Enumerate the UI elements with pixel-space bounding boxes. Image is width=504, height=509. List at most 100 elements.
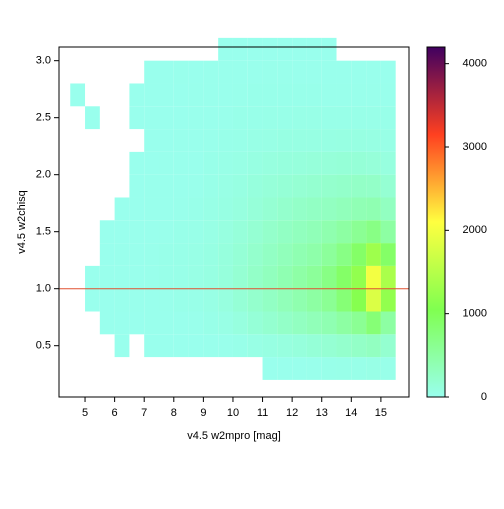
heat-cell bbox=[144, 288, 159, 312]
heat-cell bbox=[292, 151, 307, 175]
heat-cell bbox=[292, 334, 307, 358]
heat-cell bbox=[218, 357, 233, 380]
heat-cell bbox=[188, 106, 204, 130]
heat-cell bbox=[336, 106, 352, 130]
x-tick-label: 5 bbox=[82, 407, 88, 419]
heat-cell bbox=[188, 83, 204, 107]
heat-cell bbox=[351, 288, 367, 312]
heat-cell bbox=[144, 311, 159, 335]
heat-cell bbox=[321, 357, 337, 380]
heat-cell bbox=[189, 357, 204, 380]
heat-cell bbox=[129, 83, 145, 107]
heat-cell bbox=[85, 83, 100, 106]
heat-cell bbox=[232, 197, 248, 221]
heat-cell bbox=[337, 38, 352, 61]
heat-cell bbox=[188, 60, 204, 84]
heat-cell bbox=[129, 288, 145, 312]
heat-cell bbox=[351, 197, 367, 221]
heat-cell bbox=[218, 129, 233, 152]
heat-cell bbox=[100, 38, 115, 61]
heat-cell bbox=[336, 265, 352, 289]
heat-cell bbox=[85, 265, 100, 289]
heat-cell bbox=[99, 243, 115, 266]
heat-cell bbox=[173, 129, 189, 152]
x-tick-label: 12 bbox=[286, 407, 298, 419]
heat-cell bbox=[144, 243, 159, 266]
heat-cell bbox=[159, 129, 174, 152]
heat-cell bbox=[218, 288, 233, 312]
heat-cell bbox=[188, 197, 204, 221]
heat-cell bbox=[262, 288, 278, 312]
x-tick-label: 13 bbox=[316, 407, 328, 419]
heat-cell bbox=[366, 288, 381, 312]
x-tick-label: 15 bbox=[375, 407, 387, 419]
heat-cell bbox=[366, 38, 381, 61]
heat-cell bbox=[321, 60, 337, 84]
heat-cell bbox=[173, 83, 189, 107]
heat-cell bbox=[159, 357, 174, 380]
y-tick-label: 0.5 bbox=[36, 340, 51, 352]
heat-cell bbox=[188, 174, 204, 198]
heat-cell bbox=[262, 37, 278, 61]
heat-cell bbox=[233, 357, 248, 380]
heat-cell bbox=[321, 151, 337, 175]
heat-cell bbox=[129, 151, 145, 175]
heat-cell bbox=[277, 220, 293, 244]
heat-cell bbox=[366, 197, 381, 221]
heat-cell bbox=[306, 288, 322, 312]
heat-cell bbox=[159, 311, 174, 335]
y-tick-label: 1.0 bbox=[36, 283, 51, 295]
heat-cell bbox=[277, 197, 293, 221]
heat-cell bbox=[129, 174, 145, 198]
heat-cell bbox=[70, 38, 85, 61]
heat-cell bbox=[366, 265, 381, 289]
heat-cell bbox=[380, 151, 396, 175]
heat-cell bbox=[232, 60, 248, 84]
heat-cell bbox=[129, 38, 144, 61]
heat-cell bbox=[306, 265, 322, 289]
heat-cell bbox=[306, 357, 322, 380]
heat-cell bbox=[262, 106, 278, 130]
heat-cell bbox=[85, 220, 100, 243]
heat-cell bbox=[99, 220, 115, 244]
heat-cell bbox=[232, 243, 248, 266]
heat-cell bbox=[188, 151, 204, 175]
heat-cell bbox=[366, 357, 381, 380]
heat-cell bbox=[203, 174, 219, 198]
heat-cell bbox=[306, 243, 322, 266]
heat-cell bbox=[232, 220, 248, 244]
heat-cell bbox=[336, 60, 352, 84]
heat-cell bbox=[336, 83, 352, 107]
heat-cell bbox=[336, 357, 352, 380]
heat-cell bbox=[321, 243, 337, 266]
heat-cell bbox=[247, 106, 263, 130]
heat-cell bbox=[247, 220, 263, 244]
heat-cell bbox=[203, 334, 219, 358]
heat-cell bbox=[336, 334, 352, 358]
heat-cell bbox=[336, 243, 352, 266]
heat-cell bbox=[100, 152, 115, 175]
y-tick-label: 1.5 bbox=[36, 226, 51, 238]
heat-cell bbox=[292, 243, 307, 266]
heat-cell bbox=[366, 243, 381, 266]
heat-cell bbox=[366, 60, 381, 84]
heat-cell bbox=[351, 265, 367, 289]
heat-cell bbox=[262, 357, 278, 380]
heat-cell bbox=[159, 174, 174, 198]
heat-cell bbox=[248, 357, 263, 380]
heat-cell bbox=[351, 243, 367, 266]
heat-cell bbox=[232, 288, 248, 312]
heat-cell bbox=[100, 83, 115, 106]
heat-cell bbox=[218, 83, 233, 107]
heat-cell bbox=[292, 60, 307, 84]
heat-cell bbox=[129, 106, 145, 130]
heat-cell bbox=[218, 151, 233, 175]
heat-cell bbox=[366, 311, 381, 335]
heat-cell bbox=[70, 197, 85, 220]
heat-cell bbox=[351, 106, 367, 130]
x-tick-label: 11 bbox=[257, 407, 268, 419]
heat-cell bbox=[144, 357, 159, 380]
heat-cell bbox=[85, 357, 100, 380]
heat-cell bbox=[100, 129, 115, 152]
